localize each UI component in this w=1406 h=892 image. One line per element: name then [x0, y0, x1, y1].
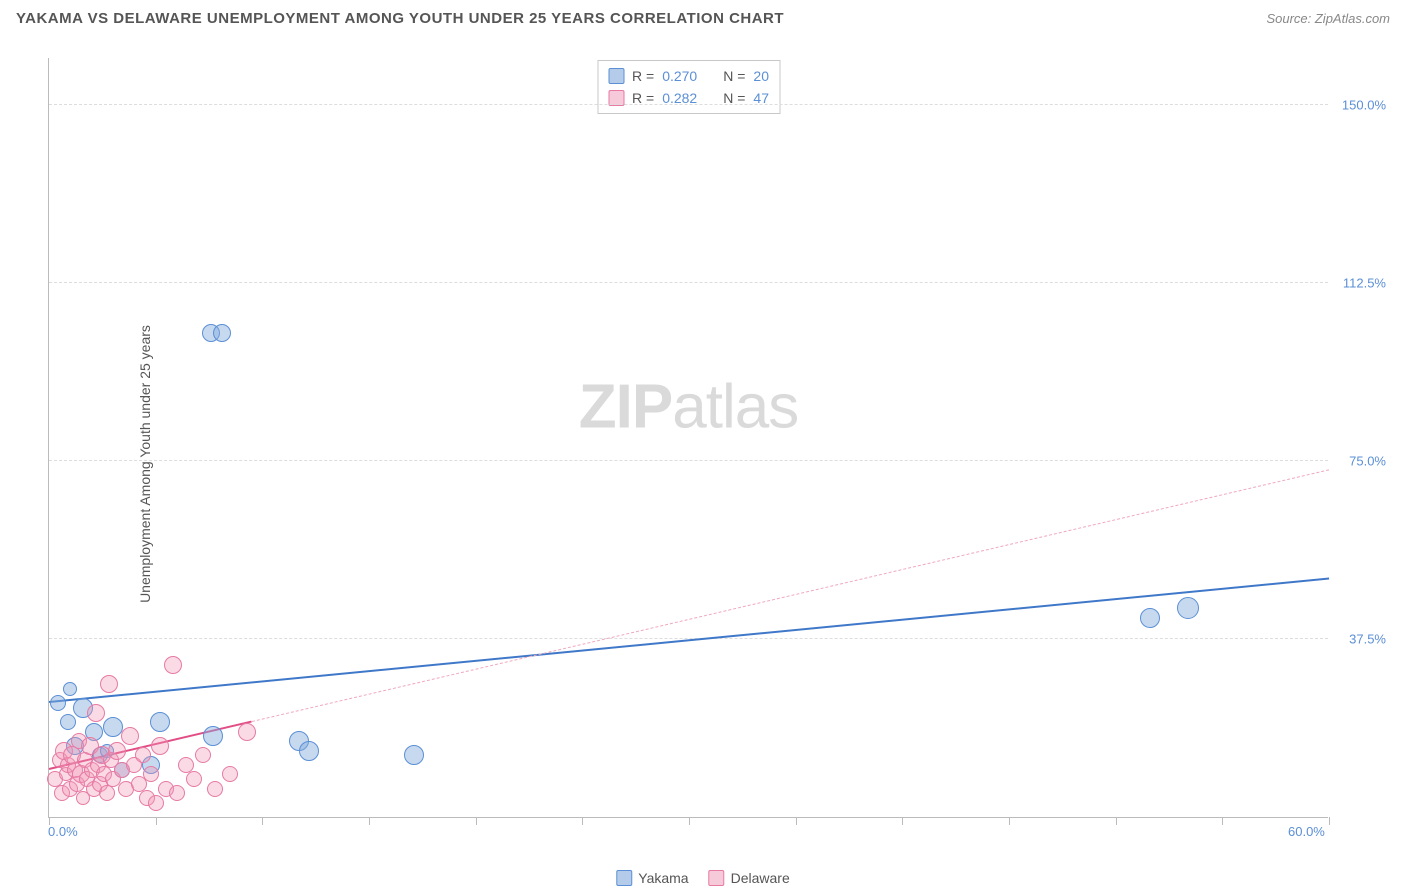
stat-r-label: R = [632, 87, 654, 109]
data-point [60, 714, 76, 730]
stat-r-value: 0.270 [662, 65, 697, 87]
stat-n-label: N = [723, 65, 745, 87]
legend-swatch [616, 870, 632, 886]
data-point [143, 766, 159, 782]
y-tick-label: 112.5% [1343, 275, 1386, 290]
stat-n-label: N = [723, 87, 745, 109]
data-point [100, 675, 118, 693]
x-tick [582, 817, 583, 825]
x-tick [1329, 817, 1330, 825]
data-point [299, 741, 319, 761]
data-point [207, 781, 223, 797]
data-point [195, 747, 211, 763]
data-point [222, 766, 238, 782]
stat-swatch [608, 68, 624, 84]
data-point [151, 737, 169, 755]
stat-row: R = 0.282 N = 47 [608, 87, 769, 109]
data-point [63, 682, 77, 696]
data-point [108, 742, 126, 760]
y-tick-label: 150.0% [1342, 97, 1386, 112]
chart-title: YAKAMA VS DELAWARE UNEMPLOYMENT AMONG YO… [16, 10, 784, 27]
stat-n-value: 47 [753, 87, 769, 109]
data-point [169, 785, 185, 801]
y-tick-label: 75.0% [1349, 453, 1386, 468]
data-point [404, 745, 424, 765]
data-point [121, 727, 139, 745]
data-point [148, 795, 164, 811]
watermark-bold: ZIP [579, 373, 672, 442]
x-axis-min-label: 0.0% [48, 824, 78, 839]
legend-item: Delaware [709, 870, 790, 886]
plot-area: ZIPatlas R =0.270N =20R =0.282N =47 37.5… [48, 58, 1328, 818]
data-point [238, 723, 256, 741]
watermark: ZIPatlas [579, 372, 798, 443]
x-tick [1222, 817, 1223, 825]
data-point [103, 717, 123, 737]
gridline-h [49, 460, 1328, 461]
gridline-h [49, 282, 1328, 283]
x-tick [1116, 817, 1117, 825]
data-point [135, 747, 151, 763]
data-point [213, 324, 231, 342]
x-tick [262, 817, 263, 825]
x-tick [476, 817, 477, 825]
trend-line [49, 578, 1329, 703]
x-tick [156, 817, 157, 825]
data-point [203, 726, 223, 746]
legend-label: Yakama [638, 870, 688, 886]
data-point [50, 695, 66, 711]
x-tick [796, 817, 797, 825]
y-tick-label: 37.5% [1349, 631, 1386, 646]
legend-label: Delaware [731, 870, 790, 886]
gridline-h [49, 104, 1328, 105]
data-point [99, 785, 115, 801]
x-axis-max-label: 60.0% [1288, 824, 1325, 839]
data-point [87, 704, 105, 722]
series-legend: Yakama Delaware [616, 870, 789, 886]
data-point [186, 771, 202, 787]
data-point [1140, 608, 1160, 628]
chart-header: YAKAMA VS DELAWARE UNEMPLOYMENT AMONG YO… [0, 0, 1406, 33]
watermark-thin: atlas [672, 373, 798, 442]
stat-r-value: 0.282 [662, 87, 697, 109]
legend-swatch [709, 870, 725, 886]
legend-item: Yakama [616, 870, 688, 886]
x-tick [369, 817, 370, 825]
source-attribution: Source: ZipAtlas.com [1266, 11, 1390, 26]
x-tick [1009, 817, 1010, 825]
stat-n-value: 20 [753, 65, 769, 87]
x-tick [689, 817, 690, 825]
chart-container: Unemployment Among Youth under 25 years … [0, 36, 1406, 892]
correlation-stats-box: R = 0.270 N = 20 R = 0.282 N = 47 [597, 60, 780, 114]
stat-r-label: R = [632, 65, 654, 87]
stat-row: R = 0.270 N = 20 [608, 65, 769, 87]
data-point [1177, 597, 1199, 619]
data-point [150, 712, 170, 732]
x-tick [902, 817, 903, 825]
data-point [164, 656, 182, 674]
trend-line [252, 469, 1330, 722]
